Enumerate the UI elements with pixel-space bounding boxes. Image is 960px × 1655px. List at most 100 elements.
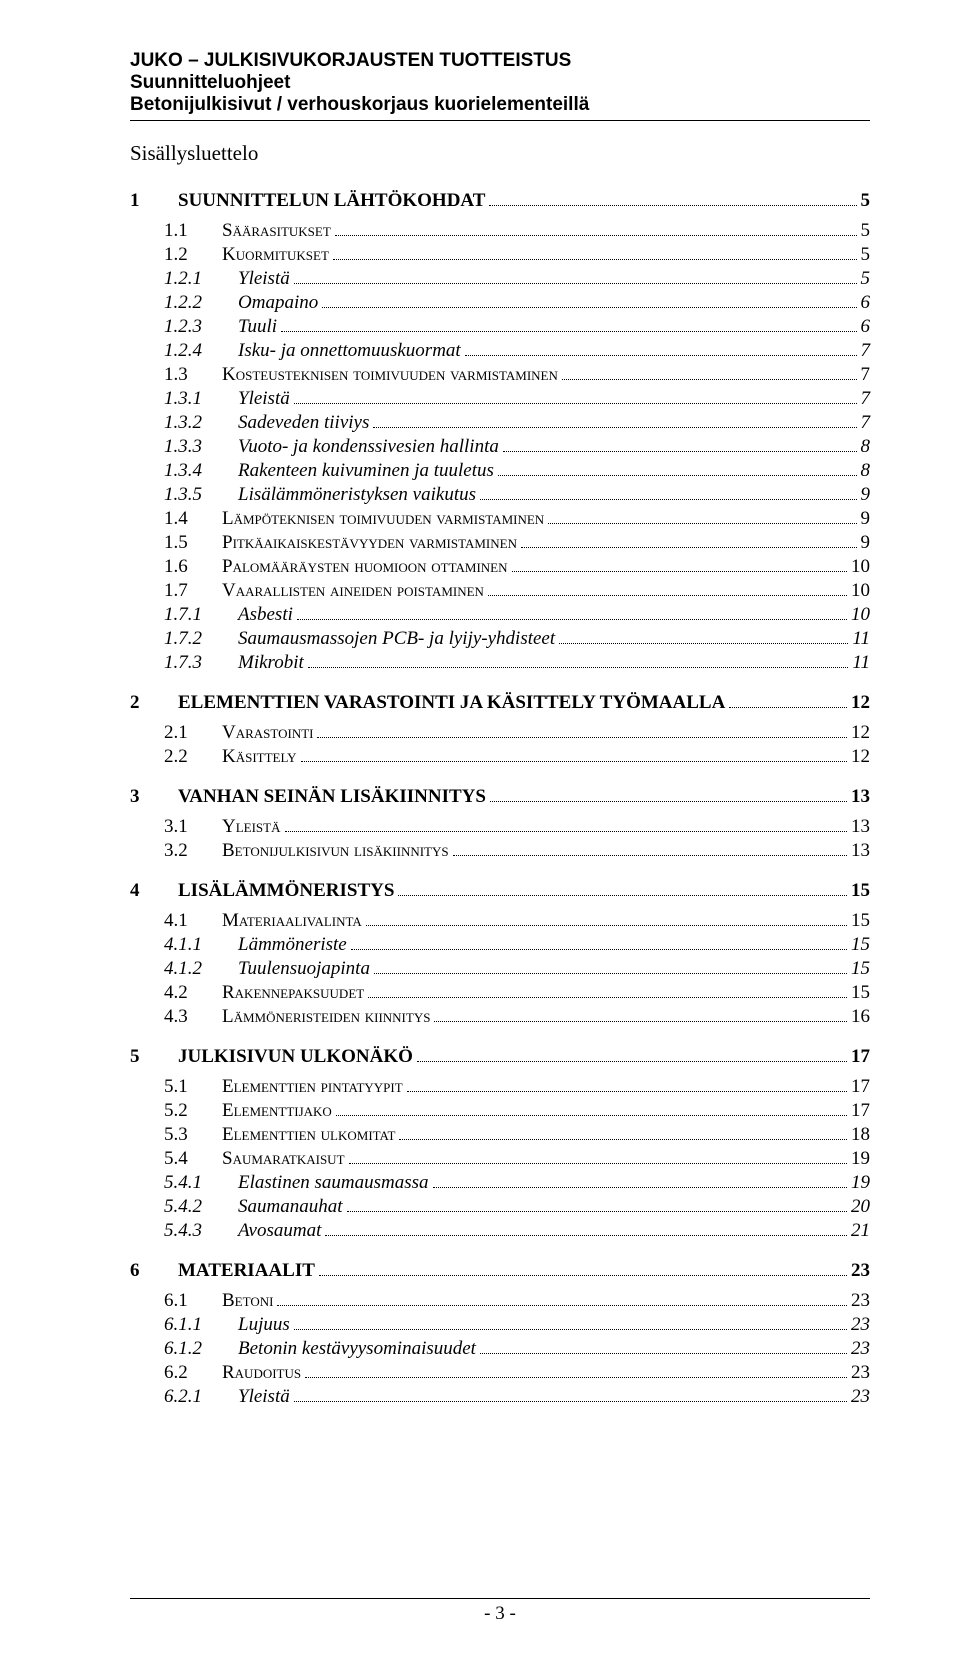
toc-entry-title: Elementtien ulkomitat [222, 1124, 395, 1146]
toc-entry: 1.2.3Tuuli6 [164, 316, 870, 338]
toc-leader-dots [559, 643, 848, 644]
footer-rule [130, 1598, 870, 1599]
toc-entry-number: 1.3.4 [164, 460, 238, 482]
toc-entry-title: Yleistä [238, 1386, 290, 1408]
toc-entry-title: Kosteusteknisen toimivuuden varmistamine… [222, 364, 558, 386]
toc-entry-number: 1.2 [164, 244, 222, 266]
document-page: JUKO – JULKISIVUKORJAUSTEN TUOTTEISTUS S… [0, 0, 960, 1655]
toc-entry-title: Säärasitukset [222, 220, 331, 242]
toc-leader-dots [335, 235, 857, 236]
toc-leader-dots [480, 499, 856, 500]
toc-entry-title: LISÄLÄMMÖNERISTYS [178, 880, 394, 902]
toc-entry-page: 19 [851, 1172, 870, 1194]
toc-entry: 1.6Palomääräysten huomioon ottaminen10 [164, 556, 870, 578]
toc-entry: 1.3.5Lisälämmöneristyksen vaikutus9 [164, 484, 870, 506]
toc-leader-dots [294, 1329, 847, 1330]
toc-entry-page: 11 [852, 652, 870, 674]
toc-entry: 2.1Varastointi12 [164, 722, 870, 744]
toc-entry-number: 1.3.1 [164, 388, 238, 410]
toc-leader-dots [368, 997, 847, 998]
toc-entry-page: 12 [851, 722, 870, 744]
toc-entry-title: Saumausmassojen PCB- ja lyijy-yhdisteet [238, 628, 555, 650]
toc-leader-dots [319, 1275, 847, 1276]
toc-entry-page: 8 [861, 460, 871, 482]
toc-entry-title: Kuormitukset [222, 244, 329, 266]
toc-entry-page: 20 [851, 1196, 870, 1218]
toc-entry: 1.7.3Mikrobit11 [164, 652, 870, 674]
toc-entry: 1.1Säärasitukset5 [164, 220, 870, 242]
toc-leader-dots [333, 259, 857, 260]
toc-entry-number: 1.3.5 [164, 484, 238, 506]
toc-entry-page: 17 [851, 1100, 870, 1122]
toc-entry: 6.1Betoni23 [164, 1290, 870, 1312]
toc-leader-dots [433, 1187, 847, 1188]
toc-entry: 5.1Elementtien pintatyypit17 [164, 1076, 870, 1098]
toc-entry: 4LISÄLÄMMÖNERISTYS15 [130, 880, 870, 902]
toc-leader-dots [548, 523, 856, 524]
toc-entry-number: 1.7.3 [164, 652, 238, 674]
toc-leader-dots [305, 1377, 847, 1378]
toc-leader-dots [297, 619, 847, 620]
page-footer: - 3 - [0, 1598, 960, 1625]
toc-entry: 1.2.2Omapaino 6 [164, 292, 870, 314]
toc-entry-page: 6 [861, 316, 871, 338]
toc-entry: 2ELEMENTTIEN VARASTOINTI JA KÄSITTELY TY… [130, 692, 870, 714]
toc-entry: 5JULKISIVUN ULKONÄKÖ17 [130, 1046, 870, 1068]
toc-entry-number: 1.2.3 [164, 316, 238, 338]
toc-entry: 5.2Elementtijako17 [164, 1100, 870, 1122]
toc-entry-page: 12 [851, 692, 870, 714]
header-line-1: JUKO – JULKISIVUKORJAUSTEN TUOTTEISTUS [130, 50, 870, 72]
toc-entry: 5.4Saumaratkaisut19 [164, 1148, 870, 1170]
toc-entry-page: 5 [861, 268, 871, 290]
toc-entry-page: 23 [851, 1362, 870, 1384]
toc-entry-number: 1.2.2 [164, 292, 238, 314]
toc-entry-page: 17 [851, 1076, 870, 1098]
toc-entry-page: 21 [851, 1220, 870, 1242]
toc-entry-number: 4.1.2 [164, 958, 238, 980]
toc-leader-dots [503, 451, 857, 452]
toc-entry-number: 1.2.1 [164, 268, 238, 290]
toc-leader-dots [512, 571, 847, 572]
toc-entry: 1.2Kuormitukset5 [164, 244, 870, 266]
toc-leader-dots [498, 475, 857, 476]
toc-entry-title: Vuoto- ja kondenssivesien hallinta [238, 436, 499, 458]
toc-entry: 6.2Raudoitus 23 [164, 1362, 870, 1384]
toc-leader-dots [562, 379, 857, 380]
toc-entry-title: MATERIAALIT [178, 1260, 315, 1282]
toc-entry-page: 23 [851, 1338, 870, 1360]
toc-entry-title: Saumanauhat [238, 1196, 343, 1218]
toc-entry: 1.3.4Rakenteen kuivuminen ja tuuletus8 [164, 460, 870, 482]
toc-entry-page: 10 [851, 556, 870, 578]
toc-entry-page: 13 [851, 816, 870, 838]
toc-entry-title: Omapaino [238, 292, 318, 314]
doc-header: JUKO – JULKISIVUKORJAUSTEN TUOTTEISTUS S… [130, 50, 870, 121]
toc-entry-page: 15 [851, 934, 870, 956]
toc-entry-number: 1.3 [164, 364, 222, 386]
toc-entry-number: 6.1.1 [164, 1314, 238, 1336]
toc-entry-number: 5.3 [164, 1124, 222, 1146]
header-line-3: Betonijulkisivut / verhouskorjaus kuorie… [130, 94, 870, 116]
toc-leader-dots [480, 1353, 847, 1354]
toc-entry-page: 12 [851, 746, 870, 768]
toc-leader-dots [325, 1235, 847, 1236]
toc-entry-page: 6 [861, 292, 871, 314]
toc-entry-page: 23 [851, 1260, 870, 1282]
toc-entry-title: Yleistä [238, 268, 290, 290]
toc-entry-number: 5.4.1 [164, 1172, 238, 1194]
toc-entry-title: Saumaratkaisut [222, 1148, 345, 1170]
toc-entry: 5.3Elementtien ulkomitat18 [164, 1124, 870, 1146]
toc-leader-dots [349, 1163, 847, 1164]
toc-entry: 5.4.1Elastinen saumausmassa19 [164, 1172, 870, 1194]
toc-entry-title: Pitkäaikaiskestävyyden varmistaminen [222, 532, 517, 554]
toc-entry-number: 5.4.2 [164, 1196, 238, 1218]
toc-entry-page: 5 [861, 190, 871, 212]
toc-entry-page: 23 [851, 1314, 870, 1336]
toc-leader-dots [453, 855, 847, 856]
toc-leader-dots [488, 595, 847, 596]
toc-entry-number: 1.3.2 [164, 412, 238, 434]
toc-entry-page: 15 [851, 982, 870, 1004]
toc-entry: 3.2Betonijulkisivun lisäkiinnitys13 [164, 840, 870, 862]
toc-entry-number: 6.2 [164, 1362, 222, 1384]
toc-entry-title: Raudoitus [222, 1362, 301, 1384]
toc-entry-title: Yleistä [238, 388, 290, 410]
